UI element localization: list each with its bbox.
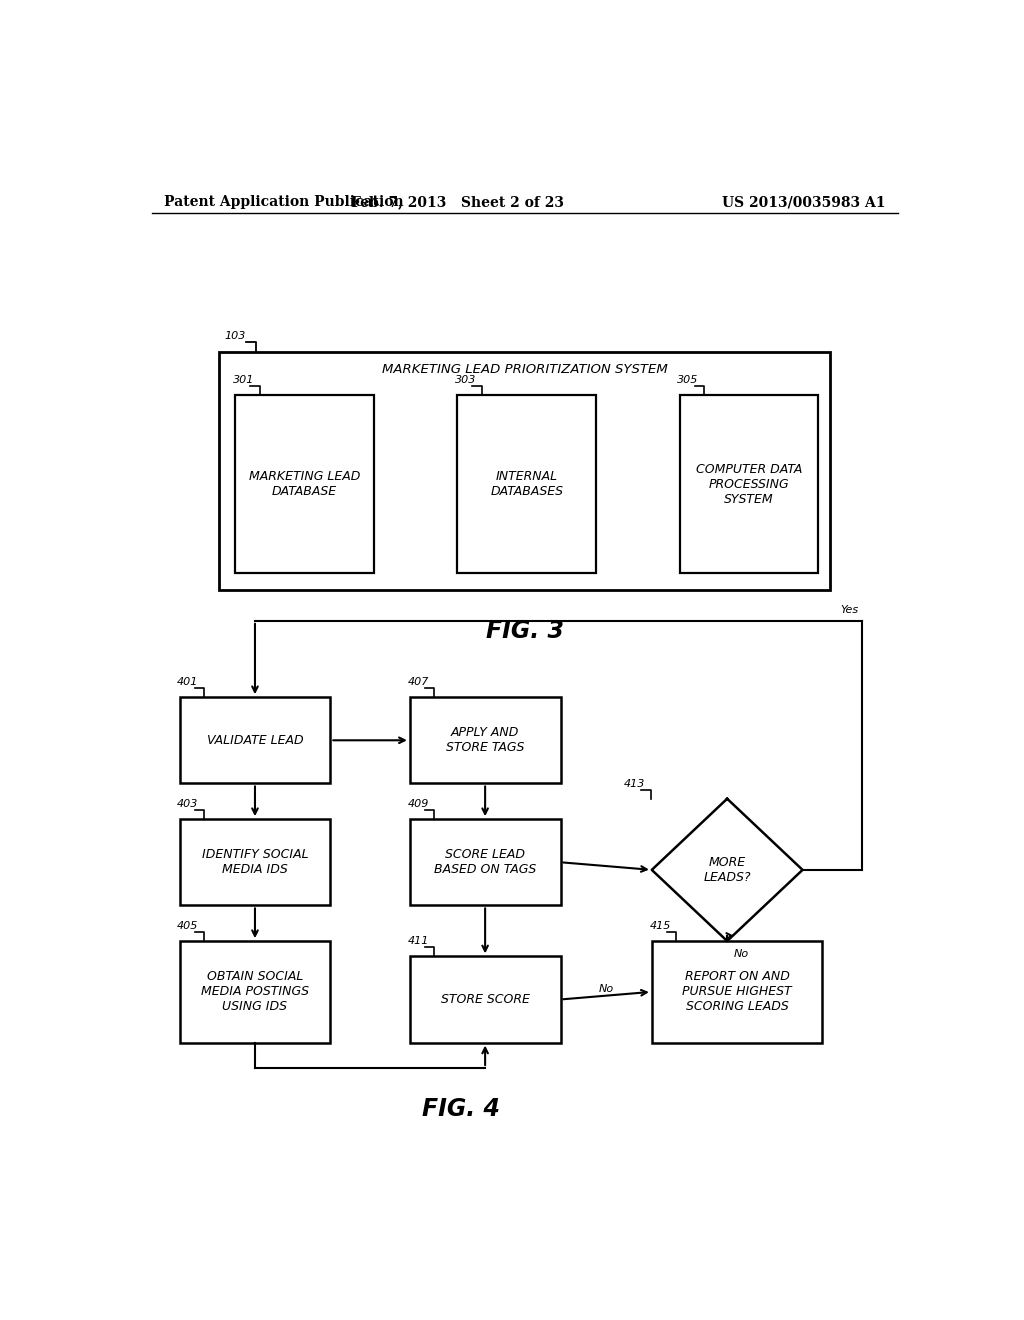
Text: IDENTIFY SOCIAL
MEDIA IDS: IDENTIFY SOCIAL MEDIA IDS — [202, 849, 308, 876]
Bar — [652, 941, 822, 1043]
Text: 413: 413 — [624, 779, 645, 788]
Bar — [179, 818, 331, 906]
Bar — [410, 697, 560, 784]
Text: 411: 411 — [408, 936, 429, 946]
Bar — [458, 395, 596, 573]
Text: MARKETING LEAD
DATABASE: MARKETING LEAD DATABASE — [249, 470, 360, 498]
Text: APPLY AND
STORE TAGS: APPLY AND STORE TAGS — [445, 726, 524, 754]
Text: 301: 301 — [232, 375, 254, 385]
Bar — [179, 697, 331, 784]
Bar — [236, 395, 374, 573]
Text: 405: 405 — [177, 921, 199, 931]
Text: MORE
LEADS?: MORE LEADS? — [703, 855, 751, 884]
Text: No: No — [599, 985, 613, 994]
Polygon shape — [652, 799, 803, 941]
Text: 303: 303 — [455, 375, 476, 385]
Text: 103: 103 — [225, 331, 246, 342]
Text: COMPUTER DATA
PROCESSING
SYSTEM: COMPUTER DATA PROCESSING SYSTEM — [695, 462, 802, 506]
Text: 409: 409 — [408, 799, 429, 809]
Bar — [680, 395, 818, 573]
Text: STORE SCORE: STORE SCORE — [440, 993, 529, 1006]
Text: 401: 401 — [177, 677, 199, 686]
Text: 305: 305 — [677, 375, 698, 385]
Text: 415: 415 — [649, 921, 671, 931]
Text: MARKETING LEAD PRIORITIZATION SYSTEM: MARKETING LEAD PRIORITIZATION SYSTEM — [382, 363, 668, 376]
Text: FIG. 3: FIG. 3 — [485, 619, 564, 643]
Text: 407: 407 — [408, 677, 429, 686]
Bar — [410, 956, 560, 1043]
Text: Feb. 7, 2013   Sheet 2 of 23: Feb. 7, 2013 Sheet 2 of 23 — [351, 195, 564, 209]
Text: US 2013/0035983 A1: US 2013/0035983 A1 — [722, 195, 886, 209]
Text: VALIDATE LEAD: VALIDATE LEAD — [207, 734, 303, 747]
Text: REPORT ON AND
PURSUE HIGHEST
SCORING LEADS: REPORT ON AND PURSUE HIGHEST SCORING LEA… — [682, 970, 792, 1014]
Text: Yes: Yes — [840, 605, 858, 615]
Text: SCORE LEAD
BASED ON TAGS: SCORE LEAD BASED ON TAGS — [434, 849, 537, 876]
Text: Patent Application Publication: Patent Application Publication — [164, 195, 403, 209]
Bar — [219, 351, 830, 590]
Bar — [410, 818, 560, 906]
Text: 403: 403 — [177, 799, 199, 809]
Text: No: No — [733, 949, 749, 960]
Text: OBTAIN SOCIAL
MEDIA POSTINGS
USING IDS: OBTAIN SOCIAL MEDIA POSTINGS USING IDS — [201, 970, 309, 1014]
Bar — [179, 941, 331, 1043]
Text: FIG. 4: FIG. 4 — [422, 1097, 501, 1121]
Text: INTERNAL
DATABASES: INTERNAL DATABASES — [490, 470, 563, 498]
